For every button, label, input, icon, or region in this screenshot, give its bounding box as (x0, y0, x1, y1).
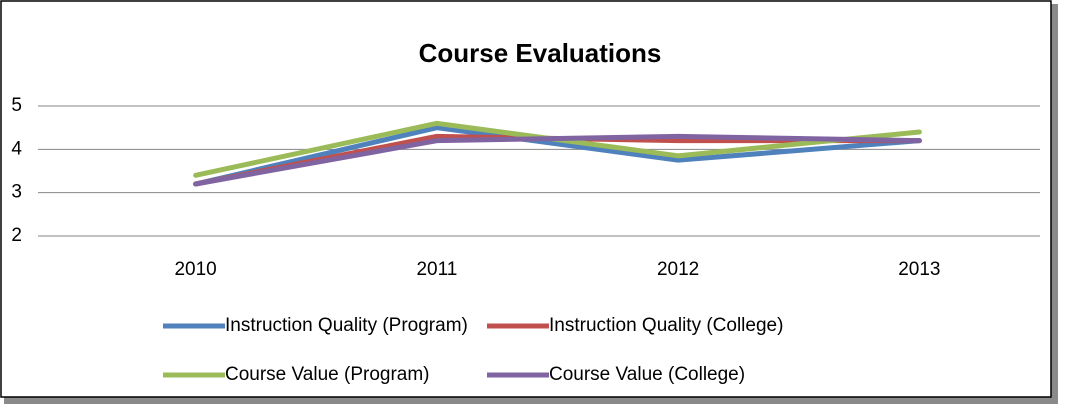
legend-label: Course Value (Program) (225, 364, 430, 385)
y-tick-label: 4 (11, 138, 22, 159)
legend-label: Instruction Quality (College) (549, 315, 783, 336)
frame (0, 0, 1052, 398)
x-tick-label: 2011 (416, 259, 457, 280)
legend-label: Instruction Quality (Program) (225, 315, 468, 336)
chart-title: Course Evaluations (419, 38, 662, 68)
x-tick-label: 2012 (657, 259, 699, 280)
y-tick-label: 3 (11, 182, 22, 203)
series-line (193, 125, 922, 187)
x-tick-label: 2013 (898, 259, 940, 280)
y-tick-label: 2 (11, 225, 22, 246)
series-line (193, 133, 922, 187)
legend-label: Course Value (College) (549, 364, 745, 385)
x-tick-label: 2010 (174, 259, 216, 280)
y-tick-label: 5 (11, 95, 22, 116)
